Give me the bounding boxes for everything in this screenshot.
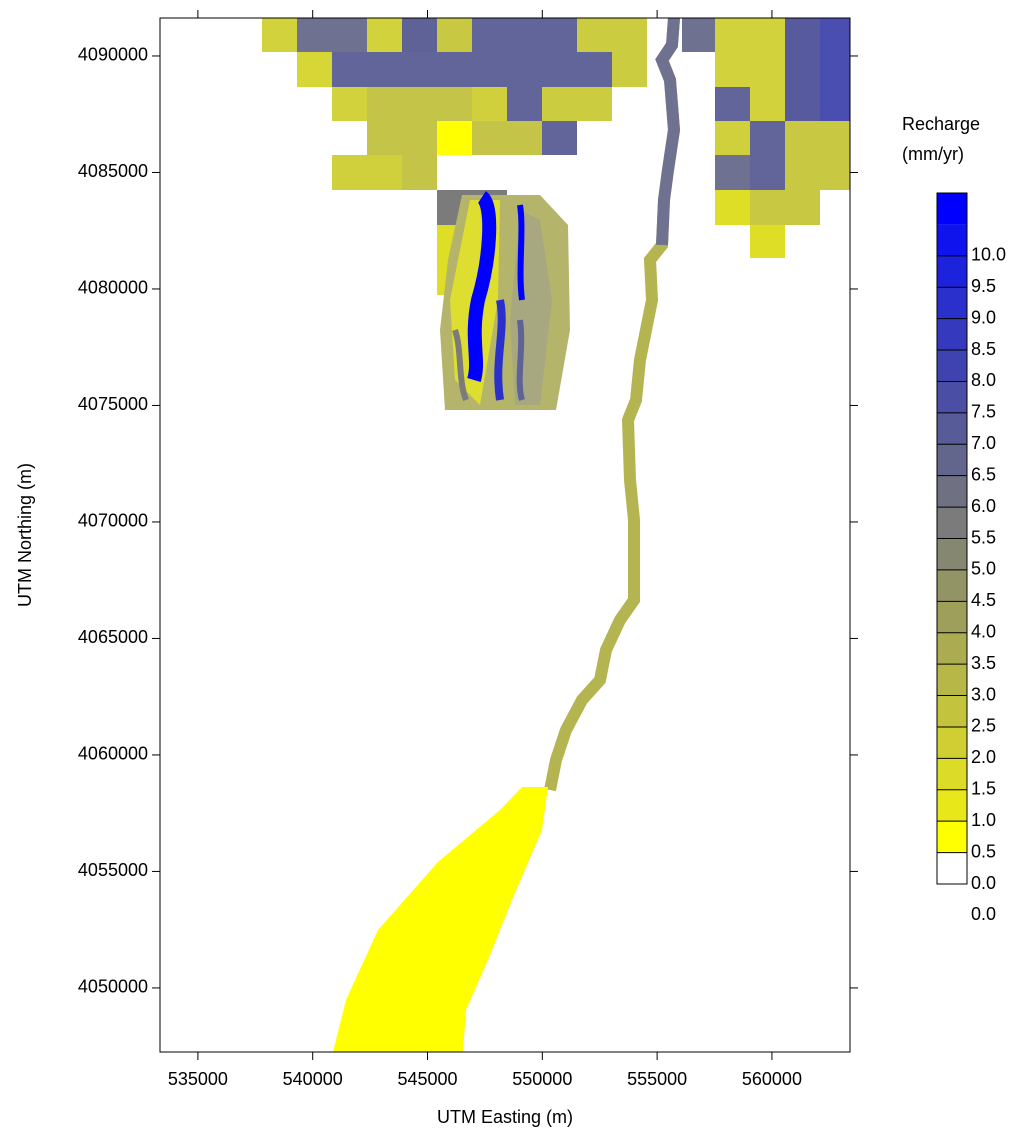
colorbar-label: 6.0 bbox=[971, 496, 996, 516]
colorbar-swatch bbox=[937, 538, 967, 570]
colorbar-title: Recharge bbox=[902, 114, 980, 134]
y-axis-label: UTM Northing (m) bbox=[15, 463, 35, 607]
colorbar-label: 4.0 bbox=[971, 621, 996, 641]
colorbar-swatch bbox=[937, 758, 967, 790]
y-tick-label: 4065000 bbox=[78, 627, 148, 647]
colorbar-swatch bbox=[937, 632, 967, 665]
colorbar-frame bbox=[936, 192, 968, 885]
colorbar-label: 0.5 bbox=[971, 841, 996, 861]
y-tick-label: 4070000 bbox=[78, 511, 148, 531]
colorbar-swatch bbox=[937, 350, 967, 382]
x-tick-label: 550000 bbox=[512, 1069, 572, 1089]
colorbar-label: 8.5 bbox=[971, 339, 996, 359]
colorbar-label: 5.5 bbox=[971, 527, 996, 547]
colorbar-label: 3.0 bbox=[971, 684, 996, 704]
y-tick-label: 4080000 bbox=[78, 278, 148, 298]
colorbar-swatch bbox=[937, 852, 967, 884]
x-tick-label: 545000 bbox=[397, 1069, 457, 1089]
colorbar-label: 10.0 bbox=[971, 245, 1006, 265]
colorbar-swatch bbox=[937, 412, 967, 445]
recharge-raster bbox=[262, 17, 850, 1052]
colorbar-swatch bbox=[937, 569, 967, 602]
y-tick-label: 4090000 bbox=[78, 45, 148, 65]
colorbar-label: 0.0 bbox=[971, 904, 996, 924]
colorbar-label: 4.5 bbox=[971, 590, 996, 610]
colorbar-label: 1.0 bbox=[971, 810, 996, 830]
x-tick-label: 535000 bbox=[168, 1069, 228, 1089]
colorbar-label: 9.0 bbox=[971, 307, 996, 327]
y-tick-label: 4075000 bbox=[78, 394, 148, 414]
colorbar-swatch bbox=[937, 789, 967, 822]
colorbar-label: 8.0 bbox=[971, 370, 996, 390]
colorbar-swatch bbox=[937, 507, 967, 539]
colorbar-label: 2.0 bbox=[971, 747, 996, 767]
colorbar-label: 9.5 bbox=[971, 276, 996, 296]
x-tick-label: 555000 bbox=[627, 1069, 687, 1089]
colorbar-label: 1.5 bbox=[971, 779, 996, 799]
colorbar-swatch bbox=[937, 695, 967, 727]
colorbar-swatch bbox=[937, 444, 967, 476]
colorbar-label: 7.0 bbox=[971, 433, 996, 453]
y-tick-label: 4055000 bbox=[78, 860, 148, 880]
x-tick-label: 540000 bbox=[283, 1069, 343, 1089]
colorbar-swatch bbox=[937, 318, 967, 351]
colorbar-swatch bbox=[937, 287, 967, 319]
colorbar-swatch bbox=[937, 821, 967, 853]
colorbar-title: (mm/yr) bbox=[902, 144, 964, 164]
y-tick-label: 4085000 bbox=[78, 161, 148, 181]
x-tick-label: 560000 bbox=[742, 1069, 802, 1089]
colorbar-label: 7.5 bbox=[971, 402, 996, 422]
colorbar-swatch bbox=[937, 381, 967, 413]
colorbar-swatch bbox=[937, 726, 967, 759]
x-axis-label: UTM Easting (m) bbox=[437, 1107, 573, 1127]
colorbar-swatch bbox=[937, 224, 967, 256]
colorbar-swatch bbox=[937, 255, 967, 288]
colorbar-label: 5.0 bbox=[971, 559, 996, 579]
colorbar-swatch bbox=[937, 601, 967, 633]
colorbar-label: 0.0 bbox=[971, 873, 996, 893]
y-tick-label: 4050000 bbox=[78, 977, 148, 997]
colorbar-label: 6.5 bbox=[971, 464, 996, 484]
colorbar-swatch bbox=[937, 664, 967, 696]
y-tick-label: 4060000 bbox=[78, 744, 148, 764]
colorbar-label: 3.5 bbox=[971, 653, 996, 673]
colorbar-label: 2.5 bbox=[971, 716, 996, 736]
plot-frame bbox=[159, 17, 851, 1053]
colorbar-swatch bbox=[937, 193, 967, 225]
colorbar-swatch bbox=[937, 475, 967, 508]
